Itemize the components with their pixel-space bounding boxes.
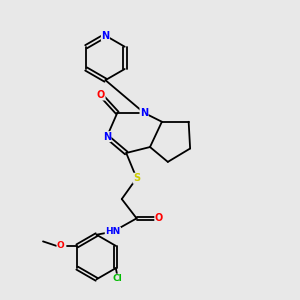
Text: O: O (97, 90, 105, 100)
Text: Cl: Cl (112, 274, 122, 283)
Text: S: S (133, 173, 140, 183)
Text: O: O (155, 213, 163, 224)
Text: N: N (101, 31, 110, 40)
Text: N: N (103, 132, 111, 142)
Text: HN: HN (105, 227, 121, 236)
Text: N: N (140, 108, 148, 118)
Text: O: O (57, 242, 65, 250)
